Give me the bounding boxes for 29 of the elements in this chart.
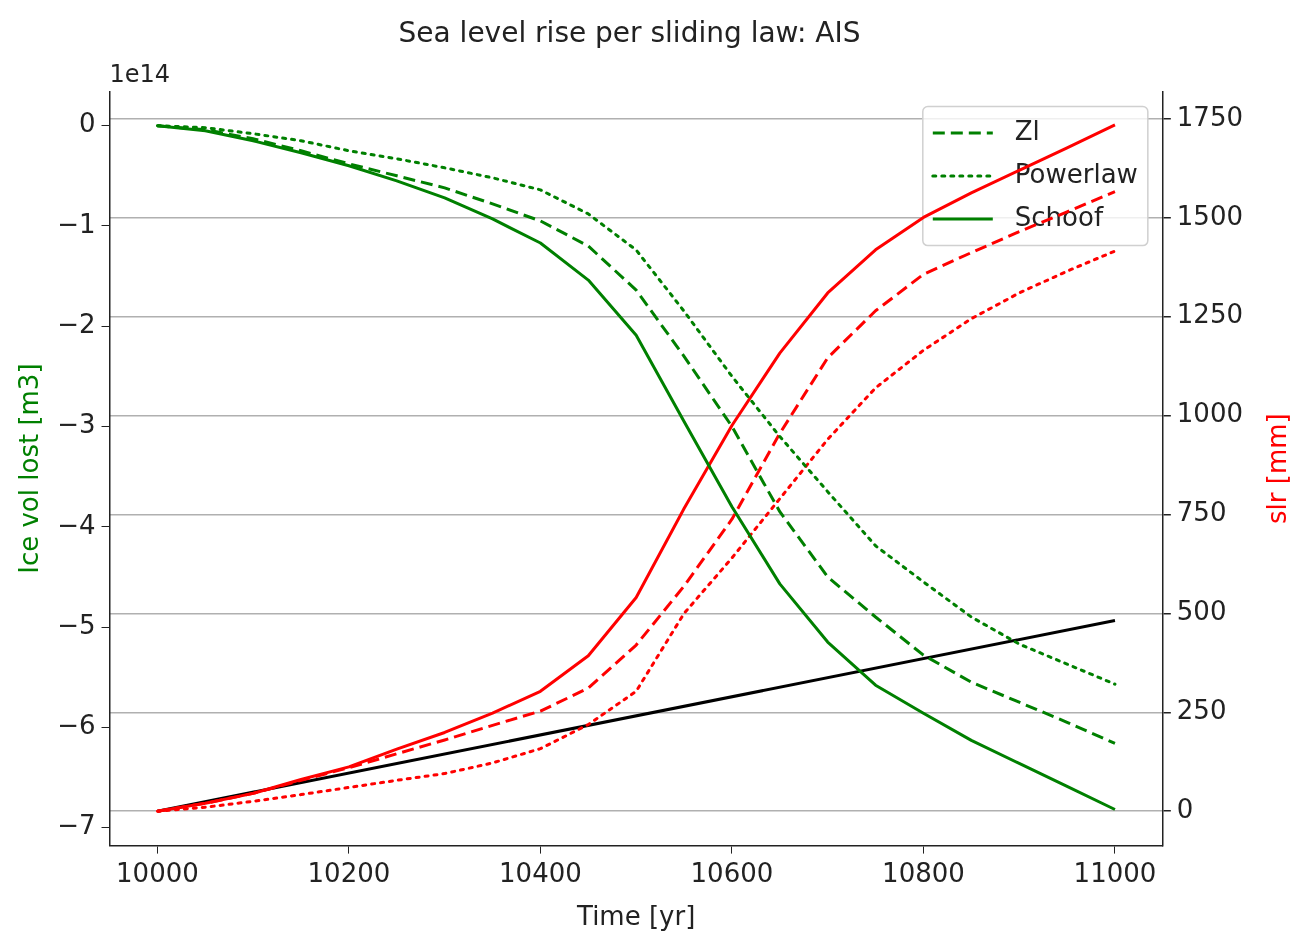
y-axis-title: Ice vol lost [m3] [14,363,45,574]
y-tick-label: −6 [57,710,96,741]
legend-label: Powerlaw [1014,158,1138,189]
y2-tick-label: 1500 [1176,200,1243,231]
text: 1e14 [109,59,171,88]
y2-tick-label: 750 [1176,497,1227,528]
x-tick-label: 10800 [882,857,965,888]
y-tick-label: 0 [78,108,96,139]
x-tick-label: 10400 [499,857,582,888]
y-tick-label: −2 [57,308,96,339]
x-tick-label: 10200 [307,857,391,888]
y2-axis-title: slr [mm] [1261,413,1292,524]
legend-label: Zl [1014,115,1040,146]
y-tick-label: −3 [57,409,96,440]
x-tick-label: 10000 [116,857,199,888]
y2-tick-label: 1250 [1176,299,1243,330]
y-tick-label: −5 [57,609,96,640]
y-tick-label: −1 [57,208,96,239]
x-tick-label: 10600 [690,857,774,888]
y2-tick-label: 500 [1176,596,1227,627]
y2-tick-label: 1750 [1176,101,1243,132]
x-tick-label: 11000 [1073,857,1157,888]
y2-tick-label: 0 [1176,793,1194,824]
chart-title: Sea level rise per sliding law: AIS [398,16,861,50]
y2-tick-label: 250 [1176,695,1227,726]
y-tick-label: −4 [57,509,96,540]
y-tick-label: −7 [57,810,96,841]
x-axis-title: Time [yr] [576,901,696,932]
y2-tick-label: 1000 [1176,398,1243,429]
